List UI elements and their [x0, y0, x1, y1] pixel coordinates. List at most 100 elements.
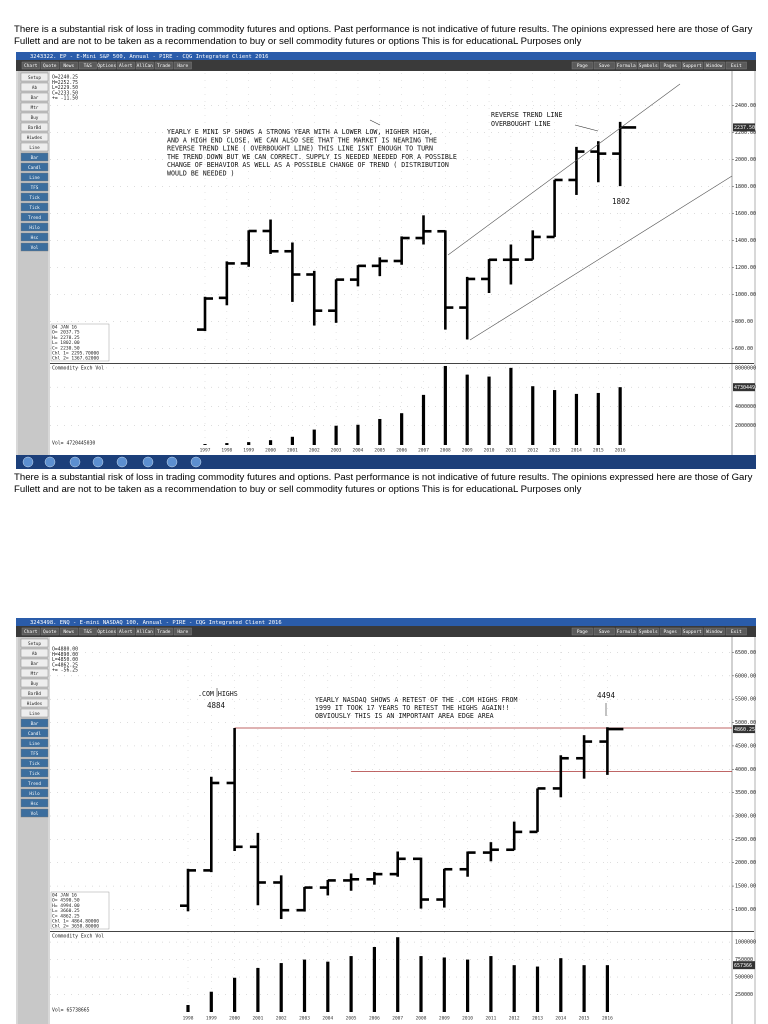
toolbar-button[interactable]	[593, 61, 615, 70]
sidebar-button[interactable]	[20, 638, 49, 648]
sidebar-button[interactable]	[20, 162, 49, 172]
sidebar-button[interactable]	[20, 72, 49, 82]
sidebar-button[interactable]	[20, 658, 49, 668]
sidebar-button[interactable]	[20, 242, 49, 252]
annotation: .COM HIGHS	[198, 690, 238, 698]
sidebar-button[interactable]	[20, 758, 49, 768]
annotation: CHANGE OF BEHAVIOR AS WELL AS A POSSIBLE…	[167, 161, 449, 169]
taskbar-icon[interactable]	[69, 456, 81, 468]
toolbar-button[interactable]	[173, 627, 192, 636]
annotation: 4884	[207, 701, 226, 710]
y-tick-label: 600.00	[735, 346, 753, 352]
volume-bar	[582, 965, 586, 1012]
info-line: L=4850.00	[52, 657, 78, 663]
sidebar-button[interactable]	[20, 92, 49, 102]
info-line: H=4890.00	[52, 652, 78, 658]
sidebar-button[interactable]	[20, 212, 49, 222]
sidebar-button[interactable]	[20, 112, 49, 122]
toolbar-button[interactable]	[154, 627, 173, 636]
sidebar-button[interactable]	[20, 82, 49, 92]
x-tick-label: 2012	[509, 1016, 520, 1022]
taskbar-icon[interactable]	[190, 456, 202, 468]
toolbar-button[interactable]	[78, 61, 97, 70]
toolbar-button[interactable]	[135, 627, 154, 636]
sidebar-button[interactable]	[20, 688, 49, 698]
toolbar-button[interactable]	[703, 61, 725, 70]
sidebar-button[interactable]	[20, 648, 49, 658]
sidebar-button[interactable]	[20, 142, 49, 152]
sidebar-button[interactable]	[20, 182, 49, 192]
toolbar-button[interactable]	[571, 61, 593, 70]
toolbar-button[interactable]	[637, 61, 659, 70]
sidebar-button[interactable]	[20, 738, 49, 748]
volume-bar	[186, 1005, 190, 1012]
taskbar-icon[interactable]	[44, 456, 56, 468]
toolbar-button[interactable]	[571, 627, 593, 636]
sidebar-button[interactable]	[20, 788, 49, 798]
sidebar-button[interactable]	[20, 222, 49, 232]
toolbar-button[interactable]	[725, 627, 747, 636]
toolbar-button[interactable]	[40, 627, 59, 636]
toolbar-button[interactable]	[659, 627, 681, 636]
sidebar-button[interactable]	[20, 748, 49, 758]
toolbar-button[interactable]	[615, 627, 637, 636]
toolbar-button[interactable]	[659, 61, 681, 70]
sidebar-button[interactable]	[20, 202, 49, 212]
toolbar-button[interactable]	[681, 61, 703, 70]
taskbar-icon[interactable]	[116, 456, 128, 468]
toolbar-button[interactable]	[681, 627, 703, 636]
toolbar-button[interactable]	[154, 61, 173, 70]
toolbar-button[interactable]	[40, 61, 59, 70]
x-tick-label: 2011	[485, 1016, 496, 1022]
x-tick-label: 2012	[527, 448, 538, 454]
toolbar-button[interactable]	[59, 627, 78, 636]
info-line: L=2229.50	[52, 85, 78, 91]
toolbar-button[interactable]	[21, 61, 40, 70]
sidebar-button[interactable]	[20, 798, 49, 808]
sidebar-button[interactable]	[20, 102, 49, 112]
toolbar-button[interactable]	[703, 627, 725, 636]
sidebar-button[interactable]	[20, 132, 49, 142]
toolbar-button[interactable]	[173, 61, 192, 70]
toolbar-button[interactable]	[725, 61, 747, 70]
sidebar-button[interactable]	[20, 172, 49, 182]
toolbar-button[interactable]	[97, 627, 116, 636]
toolbar-button[interactable]	[116, 627, 135, 636]
taskbar-icon[interactable]	[166, 456, 178, 468]
toolbar-button[interactable]	[637, 627, 659, 636]
toolbar-button[interactable]	[615, 61, 637, 70]
sidebar-label: Vol	[31, 811, 39, 817]
taskbar-icon[interactable]	[22, 456, 34, 468]
toolbar-button[interactable]	[593, 627, 615, 636]
info-line: += -56.25	[52, 668, 78, 674]
sidebar-label: Tick	[29, 761, 40, 767]
sidebar-button[interactable]	[20, 192, 49, 202]
last-price-label: 2237.50	[734, 125, 755, 131]
toolbar-button[interactable]	[59, 61, 78, 70]
sidebar-button[interactable]	[20, 678, 49, 688]
x-tick-label: 2002	[276, 1016, 287, 1022]
sidebar-label: Hsc	[31, 235, 39, 241]
info-line: C= 2230.50	[52, 345, 80, 351]
sidebar-button[interactable]	[20, 708, 49, 718]
sidebar-button[interactable]	[20, 698, 49, 708]
sidebar-button[interactable]	[20, 122, 49, 132]
toolbar-button[interactable]	[21, 627, 40, 636]
sidebar-button[interactable]	[20, 728, 49, 738]
toolbar-button[interactable]	[97, 61, 116, 70]
toolbar-label: AllCan	[137, 629, 154, 635]
sidebar-button[interactable]	[20, 668, 49, 678]
taskbar-icon[interactable]	[92, 456, 104, 468]
sidebar-button[interactable]	[20, 778, 49, 788]
taskbar-icon[interactable]	[142, 456, 154, 468]
sidebar-button[interactable]	[20, 808, 49, 818]
sidebar-button[interactable]	[20, 152, 49, 162]
toolbar-button[interactable]	[78, 627, 97, 636]
toolbar-label: Quote	[43, 63, 57, 69]
sidebar-button[interactable]	[20, 718, 49, 728]
toolbar-button[interactable]	[135, 61, 154, 70]
sidebar-button[interactable]	[20, 232, 49, 242]
x-tick-label: 2006	[396, 448, 407, 454]
toolbar-button[interactable]	[116, 61, 135, 70]
sidebar-button[interactable]	[20, 768, 49, 778]
